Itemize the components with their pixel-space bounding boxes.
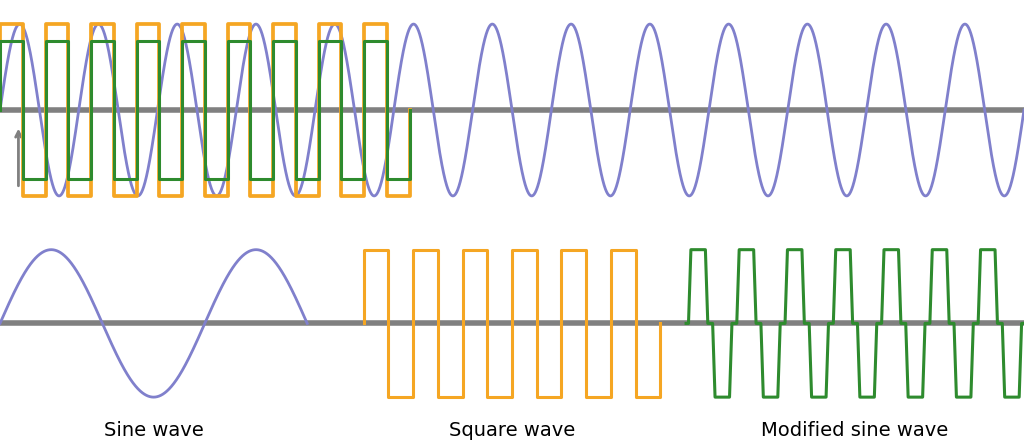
Text: Modified sine wave: Modified sine wave (762, 421, 948, 440)
Text: Square wave: Square wave (449, 421, 575, 440)
Text: Sine wave: Sine wave (103, 421, 204, 440)
